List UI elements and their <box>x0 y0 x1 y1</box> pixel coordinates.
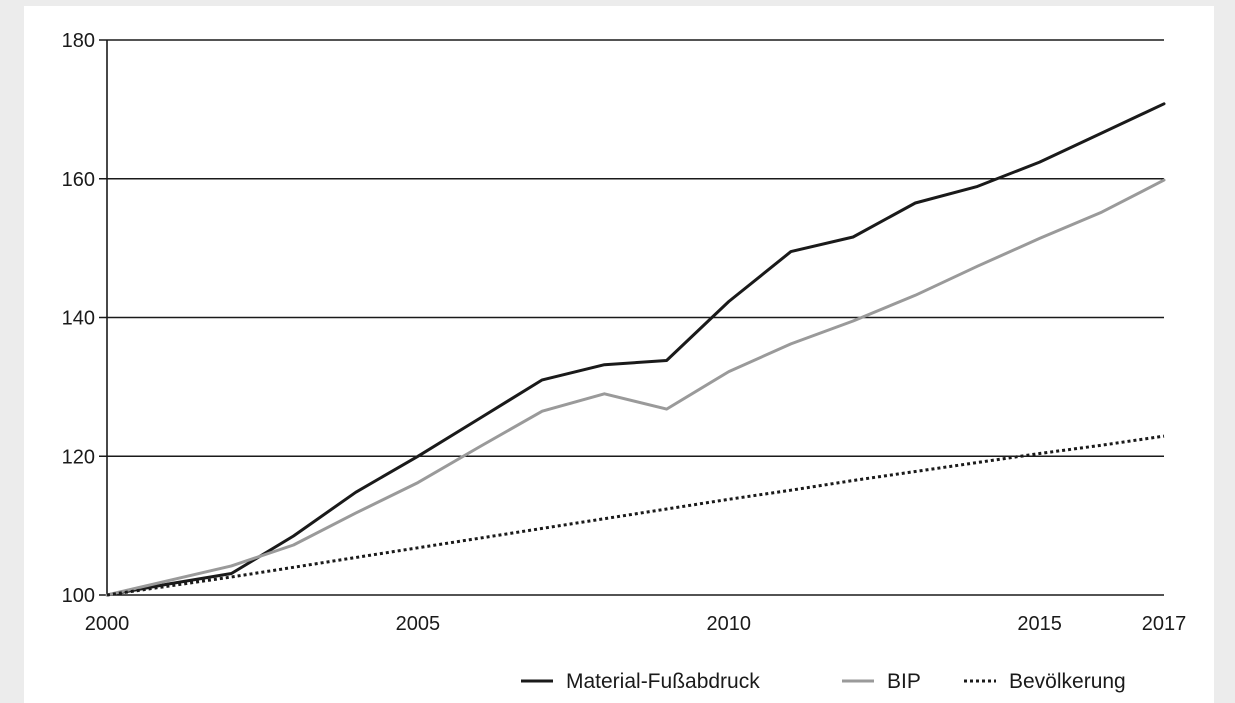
axis-layer: 100 120 140 160 180 2000 2005 2010 2015 2017 <box>62 30 1187 635</box>
y-tick-label: 120 <box>62 446 95 468</box>
x-tick-label: 2000 <box>85 613 130 635</box>
x-tick-label: 2010 <box>707 613 752 635</box>
series-line-1 <box>105 102 1166 597</box>
legend-label-1: Material-Fußabdruck <box>566 670 760 693</box>
chart-card: 100 120 140 160 180 2000 2005 2010 2015 2017 Mate… <box>24 6 1214 703</box>
y-tick-label: 180 <box>62 30 95 52</box>
y-tick-label: 100 <box>62 585 95 607</box>
y-tick-label: 160 <box>62 169 95 191</box>
legend: Material-Fußabdruck BIP Bevölkerung <box>521 670 1126 693</box>
y-tick-label: 140 <box>62 308 95 330</box>
x-tick-label: 2005 <box>396 613 441 635</box>
x-tick-label: 2017 <box>1142 613 1187 635</box>
grid-layer <box>99 39 1164 596</box>
series-line-2 <box>105 178 1166 597</box>
legend-label-2: BIP <box>887 670 921 693</box>
series-line-3 <box>106 434 1165 597</box>
legend-label-3: Bevölkerung <box>1009 670 1126 693</box>
line-chart: 100 120 140 160 180 2000 2005 2010 2015 2017 Mate… <box>62 30 1187 693</box>
x-tick-label: 2015 <box>1017 613 1062 635</box>
series-layer <box>105 102 1166 597</box>
